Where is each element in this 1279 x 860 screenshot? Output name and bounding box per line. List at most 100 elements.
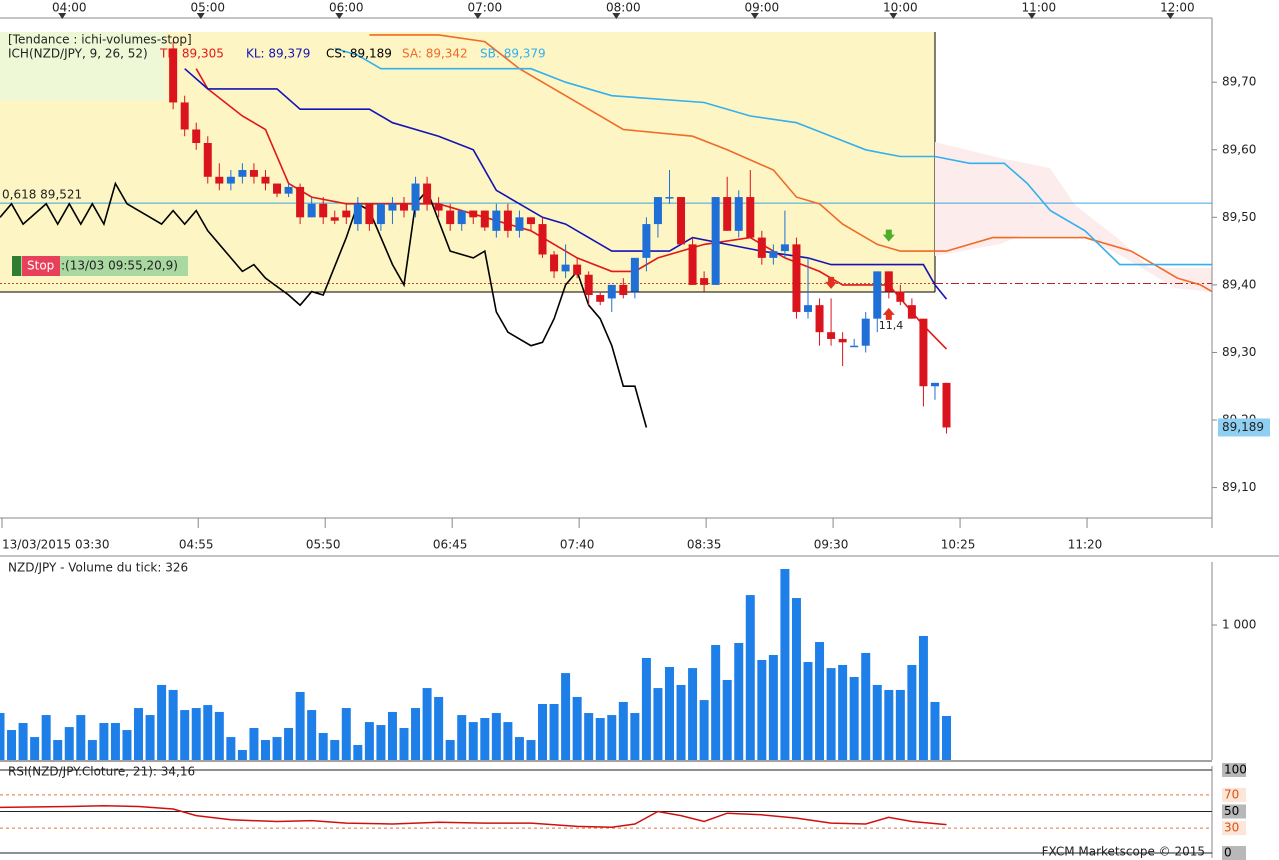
signal-label: 11,4 <box>879 319 904 332</box>
candle-body <box>850 345 859 348</box>
volume-bar <box>768 654 778 760</box>
volume-bar <box>907 664 917 760</box>
candle-body <box>515 217 524 231</box>
volume-bar <box>53 740 63 760</box>
candle-body <box>596 295 605 302</box>
volume-bar <box>595 718 605 760</box>
stop-tag <box>22 256 60 276</box>
volume-bar <box>457 715 467 760</box>
candle-body <box>365 203 374 225</box>
candle-body <box>353 203 362 225</box>
volume-bar <box>930 701 940 760</box>
x-tick-label: 06:45 <box>433 538 468 552</box>
indicator-line <box>184 68 948 300</box>
volume-bar <box>318 733 328 760</box>
candle-body <box>296 186 305 218</box>
volume-bar <box>110 723 120 760</box>
volume-bar <box>272 737 282 760</box>
x-tick-label: 05:50 <box>306 538 341 552</box>
volume-bar <box>561 673 571 760</box>
candle-body <box>480 210 489 228</box>
volume-bar <box>503 722 513 760</box>
candle-body <box>376 203 385 225</box>
candle-body <box>503 210 512 231</box>
candle-body <box>665 197 674 199</box>
y-tick-label: 89,70 <box>1222 75 1256 89</box>
x-top-tick <box>1027 13 1036 19</box>
volume-bar <box>572 696 582 760</box>
volume-bar <box>307 710 317 760</box>
candle-body <box>838 338 847 343</box>
volume-bar <box>191 708 201 760</box>
volume-bar <box>237 750 247 760</box>
signal-arrow <box>882 229 895 242</box>
volume-bar <box>134 708 144 760</box>
x-top-tick-label: 12:00 <box>1160 1 1195 15</box>
volume-bar <box>226 737 236 760</box>
volume-bar <box>445 740 455 760</box>
volume-bar <box>18 723 28 760</box>
volume-bar <box>203 705 213 760</box>
candle-body <box>815 305 824 333</box>
candle-body <box>249 170 258 177</box>
y-tick-label: 89,60 <box>1222 142 1256 156</box>
x-top-tick-label: 10:00 <box>883 1 918 15</box>
candle-body <box>780 244 789 252</box>
strategy-title: [Tendance : ichi-volumes-stop] <box>8 33 192 47</box>
volume-bar <box>607 715 617 760</box>
x-top-tick <box>335 13 344 19</box>
drawn-box <box>165 32 935 292</box>
volume-bar <box>745 595 755 760</box>
x-tick-label: 07:40 <box>560 538 595 552</box>
candle-body <box>180 102 189 130</box>
legend-entry: KL: 89,379 <box>246 47 310 61</box>
candle-body <box>757 237 766 258</box>
candle-body <box>584 274 593 296</box>
signal-arrow <box>882 307 895 320</box>
volume-bar <box>364 722 374 760</box>
volume-bar <box>664 667 674 760</box>
x-top-tick <box>58 13 67 19</box>
volume-bar <box>838 664 848 760</box>
candle-body <box>884 271 893 292</box>
stop-badge: Stop :(13/03 09:55,20,9) <box>12 256 188 276</box>
indicator-line <box>0 181 648 428</box>
volume-bar <box>7 730 17 760</box>
volume-bar <box>676 684 686 760</box>
candle-body <box>792 244 801 312</box>
candle-body <box>907 305 916 319</box>
y-tick-label: 30 <box>1224 821 1239 835</box>
volume-bar <box>757 659 767 760</box>
volume-bar <box>260 740 270 760</box>
last-price-box <box>1218 418 1270 437</box>
candle-body <box>423 183 432 204</box>
volume-bar <box>0 713 5 760</box>
y-tick-label: 89,30 <box>1222 345 1256 359</box>
volume-bar <box>641 657 651 760</box>
volume-bar <box>330 740 340 760</box>
rsi-line <box>0 804 947 829</box>
x-top-tick <box>612 13 621 19</box>
candle-body <box>804 305 812 312</box>
volume-bar <box>514 737 524 760</box>
indicator-line <box>334 47 1212 266</box>
y-tick-box <box>1222 763 1246 777</box>
fib-label: 0,618 89,521 <box>2 188 82 202</box>
candle-body <box>319 203 328 218</box>
candle-body <box>573 264 582 275</box>
candle-body <box>342 210 351 218</box>
volume-bar <box>618 701 628 760</box>
candle-body <box>226 176 235 184</box>
volume-bar <box>64 727 74 760</box>
candle-body <box>630 257 639 292</box>
candle-body <box>861 318 870 346</box>
x-tick-label: 10:25 <box>941 538 976 552</box>
volume-bar <box>780 569 790 760</box>
candle-body <box>446 210 455 225</box>
x-top-tick <box>196 13 205 19</box>
volume-bar <box>538 703 548 760</box>
candle-body <box>688 244 697 285</box>
volume-bar <box>434 696 444 760</box>
rsi-title: RSI(NZD/JPY.Cloture, 21): 34,16 <box>8 765 195 779</box>
